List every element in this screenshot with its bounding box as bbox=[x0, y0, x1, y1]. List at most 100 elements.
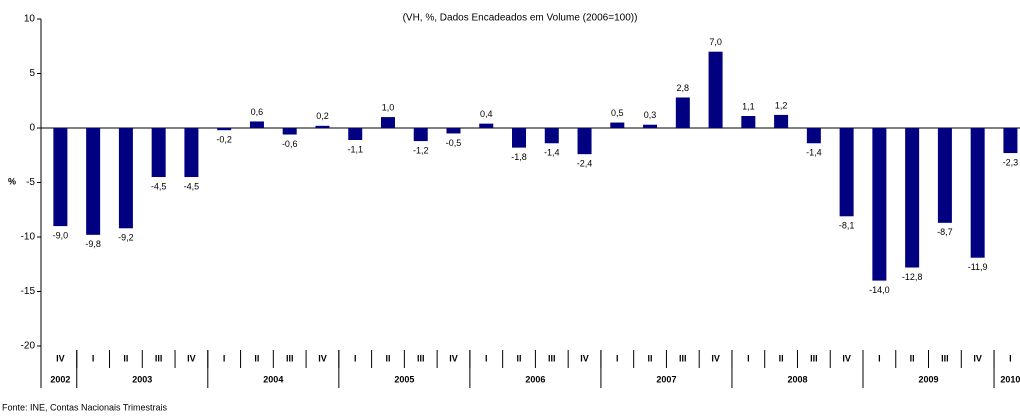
x-tick-label: I bbox=[223, 353, 226, 363]
year-label: 2008 bbox=[787, 374, 807, 384]
year-label: 2003 bbox=[132, 374, 152, 384]
y-tick-label: -5 bbox=[26, 177, 35, 188]
value-label: -0,6 bbox=[282, 139, 298, 149]
bar bbox=[774, 114, 789, 128]
x-tick-label: IV bbox=[711, 353, 720, 363]
y-tick-label: 0 bbox=[29, 123, 35, 134]
bar bbox=[348, 128, 363, 140]
bar bbox=[86, 128, 101, 235]
bar bbox=[380, 117, 395, 128]
year-label: 2006 bbox=[525, 374, 545, 384]
x-tick-label: II bbox=[910, 353, 915, 363]
x-tick-label: III bbox=[417, 353, 425, 363]
x-tick-label: II bbox=[385, 353, 390, 363]
x-tick-label: II bbox=[254, 353, 259, 363]
bar bbox=[184, 128, 199, 178]
value-label: -2,3 bbox=[1003, 157, 1019, 167]
bar bbox=[446, 128, 461, 134]
bar bbox=[151, 128, 166, 178]
value-label: 0,5 bbox=[611, 108, 624, 118]
value-label: -9,0 bbox=[53, 230, 69, 240]
value-label: 0,3 bbox=[644, 110, 657, 120]
bar bbox=[741, 116, 756, 128]
x-tick-label: I bbox=[616, 353, 619, 363]
x-tick-label: I bbox=[1009, 353, 1012, 363]
bar bbox=[413, 128, 428, 142]
bar bbox=[970, 128, 985, 258]
x-tick-label: III bbox=[286, 353, 294, 363]
x-tick-label: II bbox=[779, 353, 784, 363]
x-tick-label: IV bbox=[187, 353, 196, 363]
bar bbox=[479, 123, 494, 128]
value-label: -9,2 bbox=[118, 233, 134, 243]
year-label: 2005 bbox=[394, 374, 414, 384]
year-label: 2002 bbox=[50, 374, 70, 384]
value-label: -1,1 bbox=[347, 144, 363, 154]
value-label: -8,1 bbox=[839, 221, 855, 231]
bar bbox=[872, 128, 887, 281]
bar bbox=[249, 121, 264, 128]
bar bbox=[1003, 128, 1018, 154]
bar bbox=[217, 128, 232, 131]
x-tick-label: IV bbox=[56, 353, 65, 363]
value-label: -0,2 bbox=[216, 135, 232, 145]
value-label: -11,9 bbox=[968, 262, 988, 272]
x-tick-label: III bbox=[941, 353, 949, 363]
y-tick-label: -15 bbox=[21, 286, 36, 297]
x-tick-label: I bbox=[485, 353, 488, 363]
value-label: 1,0 bbox=[382, 102, 395, 112]
x-tick-label: IV bbox=[318, 353, 327, 363]
value-label: 1,2 bbox=[775, 100, 788, 110]
value-label: -1,4 bbox=[544, 148, 560, 158]
bar bbox=[118, 128, 133, 229]
bar bbox=[806, 128, 821, 144]
value-label: 0,2 bbox=[316, 111, 329, 121]
value-label: -0,5 bbox=[446, 138, 462, 148]
x-tick-label: IV bbox=[449, 353, 458, 363]
bar bbox=[643, 124, 658, 128]
y-axis-label: % bbox=[8, 176, 16, 186]
x-tick-label: II bbox=[648, 353, 653, 363]
x-tick-label: III bbox=[548, 353, 556, 363]
bar bbox=[544, 128, 559, 144]
y-tick-label: -10 bbox=[21, 232, 36, 243]
year-label: 2009 bbox=[919, 374, 939, 384]
x-tick-label: II bbox=[123, 353, 128, 363]
year-label: 2010 bbox=[1000, 374, 1020, 384]
value-label: 0,4 bbox=[480, 109, 493, 119]
value-label: -1,4 bbox=[806, 148, 822, 158]
year-label: 2004 bbox=[263, 374, 283, 384]
value-label: 0,6 bbox=[251, 107, 264, 117]
bar bbox=[839, 128, 854, 217]
value-label: -14,0 bbox=[869, 285, 890, 295]
bar bbox=[315, 125, 330, 128]
x-tick-label: III bbox=[679, 353, 687, 363]
x-tick-label: IV bbox=[973, 353, 982, 363]
value-label: 2,8 bbox=[677, 83, 690, 93]
value-label: -4,5 bbox=[184, 181, 200, 191]
x-tick-label: IV bbox=[842, 353, 851, 363]
y-tick-label: -20 bbox=[21, 341, 36, 352]
source-note: Fonte: INE, Contas Nacionais Trimestrais bbox=[2, 402, 168, 412]
value-label: 7,0 bbox=[709, 37, 722, 47]
value-label: -4,5 bbox=[151, 181, 167, 191]
x-tick-label: III bbox=[810, 353, 818, 363]
x-tick-label: I bbox=[354, 353, 357, 363]
value-label: 1,1 bbox=[742, 101, 755, 111]
value-label: -8,7 bbox=[937, 227, 953, 237]
bar bbox=[282, 128, 297, 135]
value-label: -12,8 bbox=[902, 272, 923, 282]
bar bbox=[675, 97, 690, 128]
x-tick-label: IV bbox=[580, 353, 589, 363]
x-tick-label: I bbox=[92, 353, 95, 363]
bar bbox=[905, 128, 920, 268]
x-tick-label: II bbox=[517, 353, 522, 363]
value-label: -1,8 bbox=[511, 152, 527, 162]
value-label: -1,2 bbox=[413, 145, 429, 155]
bar bbox=[53, 128, 68, 227]
value-label: -9,8 bbox=[85, 239, 101, 249]
chart-title: (VH, %, Dados Encadeados em Volume (2006… bbox=[403, 13, 638, 24]
x-tick-label: I bbox=[878, 353, 881, 363]
value-label: -2,4 bbox=[577, 159, 593, 169]
